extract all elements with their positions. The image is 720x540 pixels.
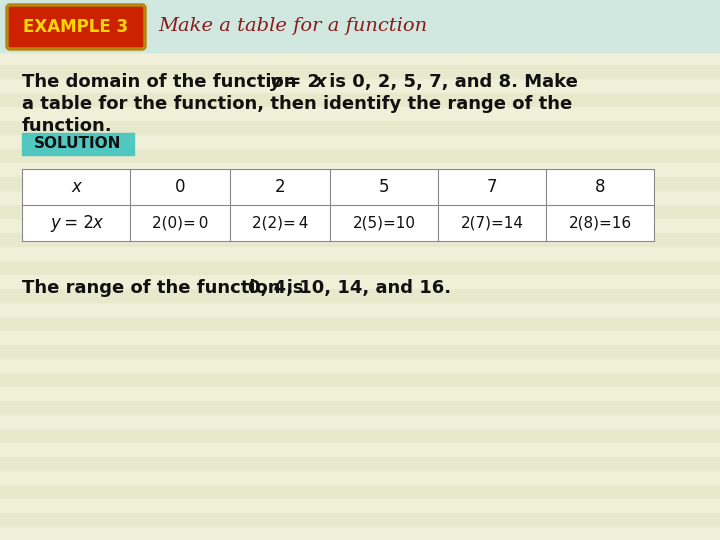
Text: 0: 0 [175, 178, 185, 196]
Text: 2: 2 [275, 178, 285, 196]
Bar [0, 120, 720, 134]
Bar [0, 176, 720, 190]
Bar [0, 512, 720, 526]
Bar [0, 106, 720, 120]
Text: function.: function. [22, 117, 112, 135]
Bar [22, 169, 654, 241]
Bar [0, 344, 720, 358]
Text: = 2: = 2 [59, 214, 94, 232]
Bar [0, 50, 720, 64]
Text: The range of the function is: The range of the function is [22, 279, 310, 297]
Bar [0, 260, 720, 274]
Text: y: y [50, 214, 60, 232]
Text: 2(5)=10: 2(5)=10 [353, 215, 415, 231]
Bar [0, 92, 720, 106]
Text: 2(7)=14: 2(7)=14 [461, 215, 523, 231]
Text: x: x [315, 73, 327, 91]
Bar [0, 246, 720, 260]
Text: 2(0)= 0: 2(0)= 0 [152, 215, 208, 231]
Text: is 0, 2, 5, 7, and 8. Make: is 0, 2, 5, 7, and 8. Make [323, 73, 578, 91]
Bar [0, 428, 720, 442]
Bar [22, 133, 134, 155]
Text: EXAMPLE 3: EXAMPLE 3 [24, 18, 129, 36]
Bar [0, 36, 720, 50]
Text: 8: 8 [595, 178, 606, 196]
Bar [0, 316, 720, 330]
Bar [0, 372, 720, 386]
Bar [0, 0, 720, 52]
Bar [0, 190, 720, 204]
Text: 5: 5 [379, 178, 390, 196]
FancyBboxPatch shape [7, 5, 145, 49]
Text: 0, 4, 10, 14, and 16.: 0, 4, 10, 14, and 16. [248, 279, 451, 297]
Bar [0, 22, 720, 36]
Bar [0, 0, 720, 8]
Text: Make a table for a function: Make a table for a function [158, 17, 427, 35]
Bar [0, 218, 720, 232]
Bar [0, 498, 720, 512]
Bar [0, 8, 720, 22]
Bar [0, 456, 720, 470]
Bar [0, 442, 720, 456]
Bar [0, 162, 720, 176]
Bar [0, 358, 720, 372]
Text: y: y [270, 73, 282, 91]
Bar [0, 526, 720, 540]
Bar [0, 484, 720, 498]
Bar [0, 288, 720, 302]
Bar [0, 414, 720, 428]
Bar [0, 302, 720, 316]
Bar [0, 148, 720, 162]
Bar [0, 400, 720, 414]
Bar [0, 204, 720, 218]
Text: 7: 7 [487, 178, 498, 196]
Text: x: x [71, 178, 81, 196]
Bar [0, 78, 720, 92]
Text: a table for the function, then identify the range of the: a table for the function, then identify … [22, 95, 572, 113]
Text: The domain of the function: The domain of the function [22, 73, 302, 91]
Text: x: x [92, 214, 102, 232]
Text: SOLUTION: SOLUTION [35, 137, 122, 152]
Bar [0, 232, 720, 246]
Text: = 2: = 2 [280, 73, 320, 91]
Bar [0, 134, 720, 148]
Bar [0, 64, 720, 78]
Text: 2(2)= 4: 2(2)= 4 [252, 215, 308, 231]
Bar [0, 386, 720, 400]
Bar [0, 274, 720, 288]
Text: 2(8)=16: 2(8)=16 [568, 215, 631, 231]
Bar [0, 330, 720, 344]
Bar [0, 470, 720, 484]
